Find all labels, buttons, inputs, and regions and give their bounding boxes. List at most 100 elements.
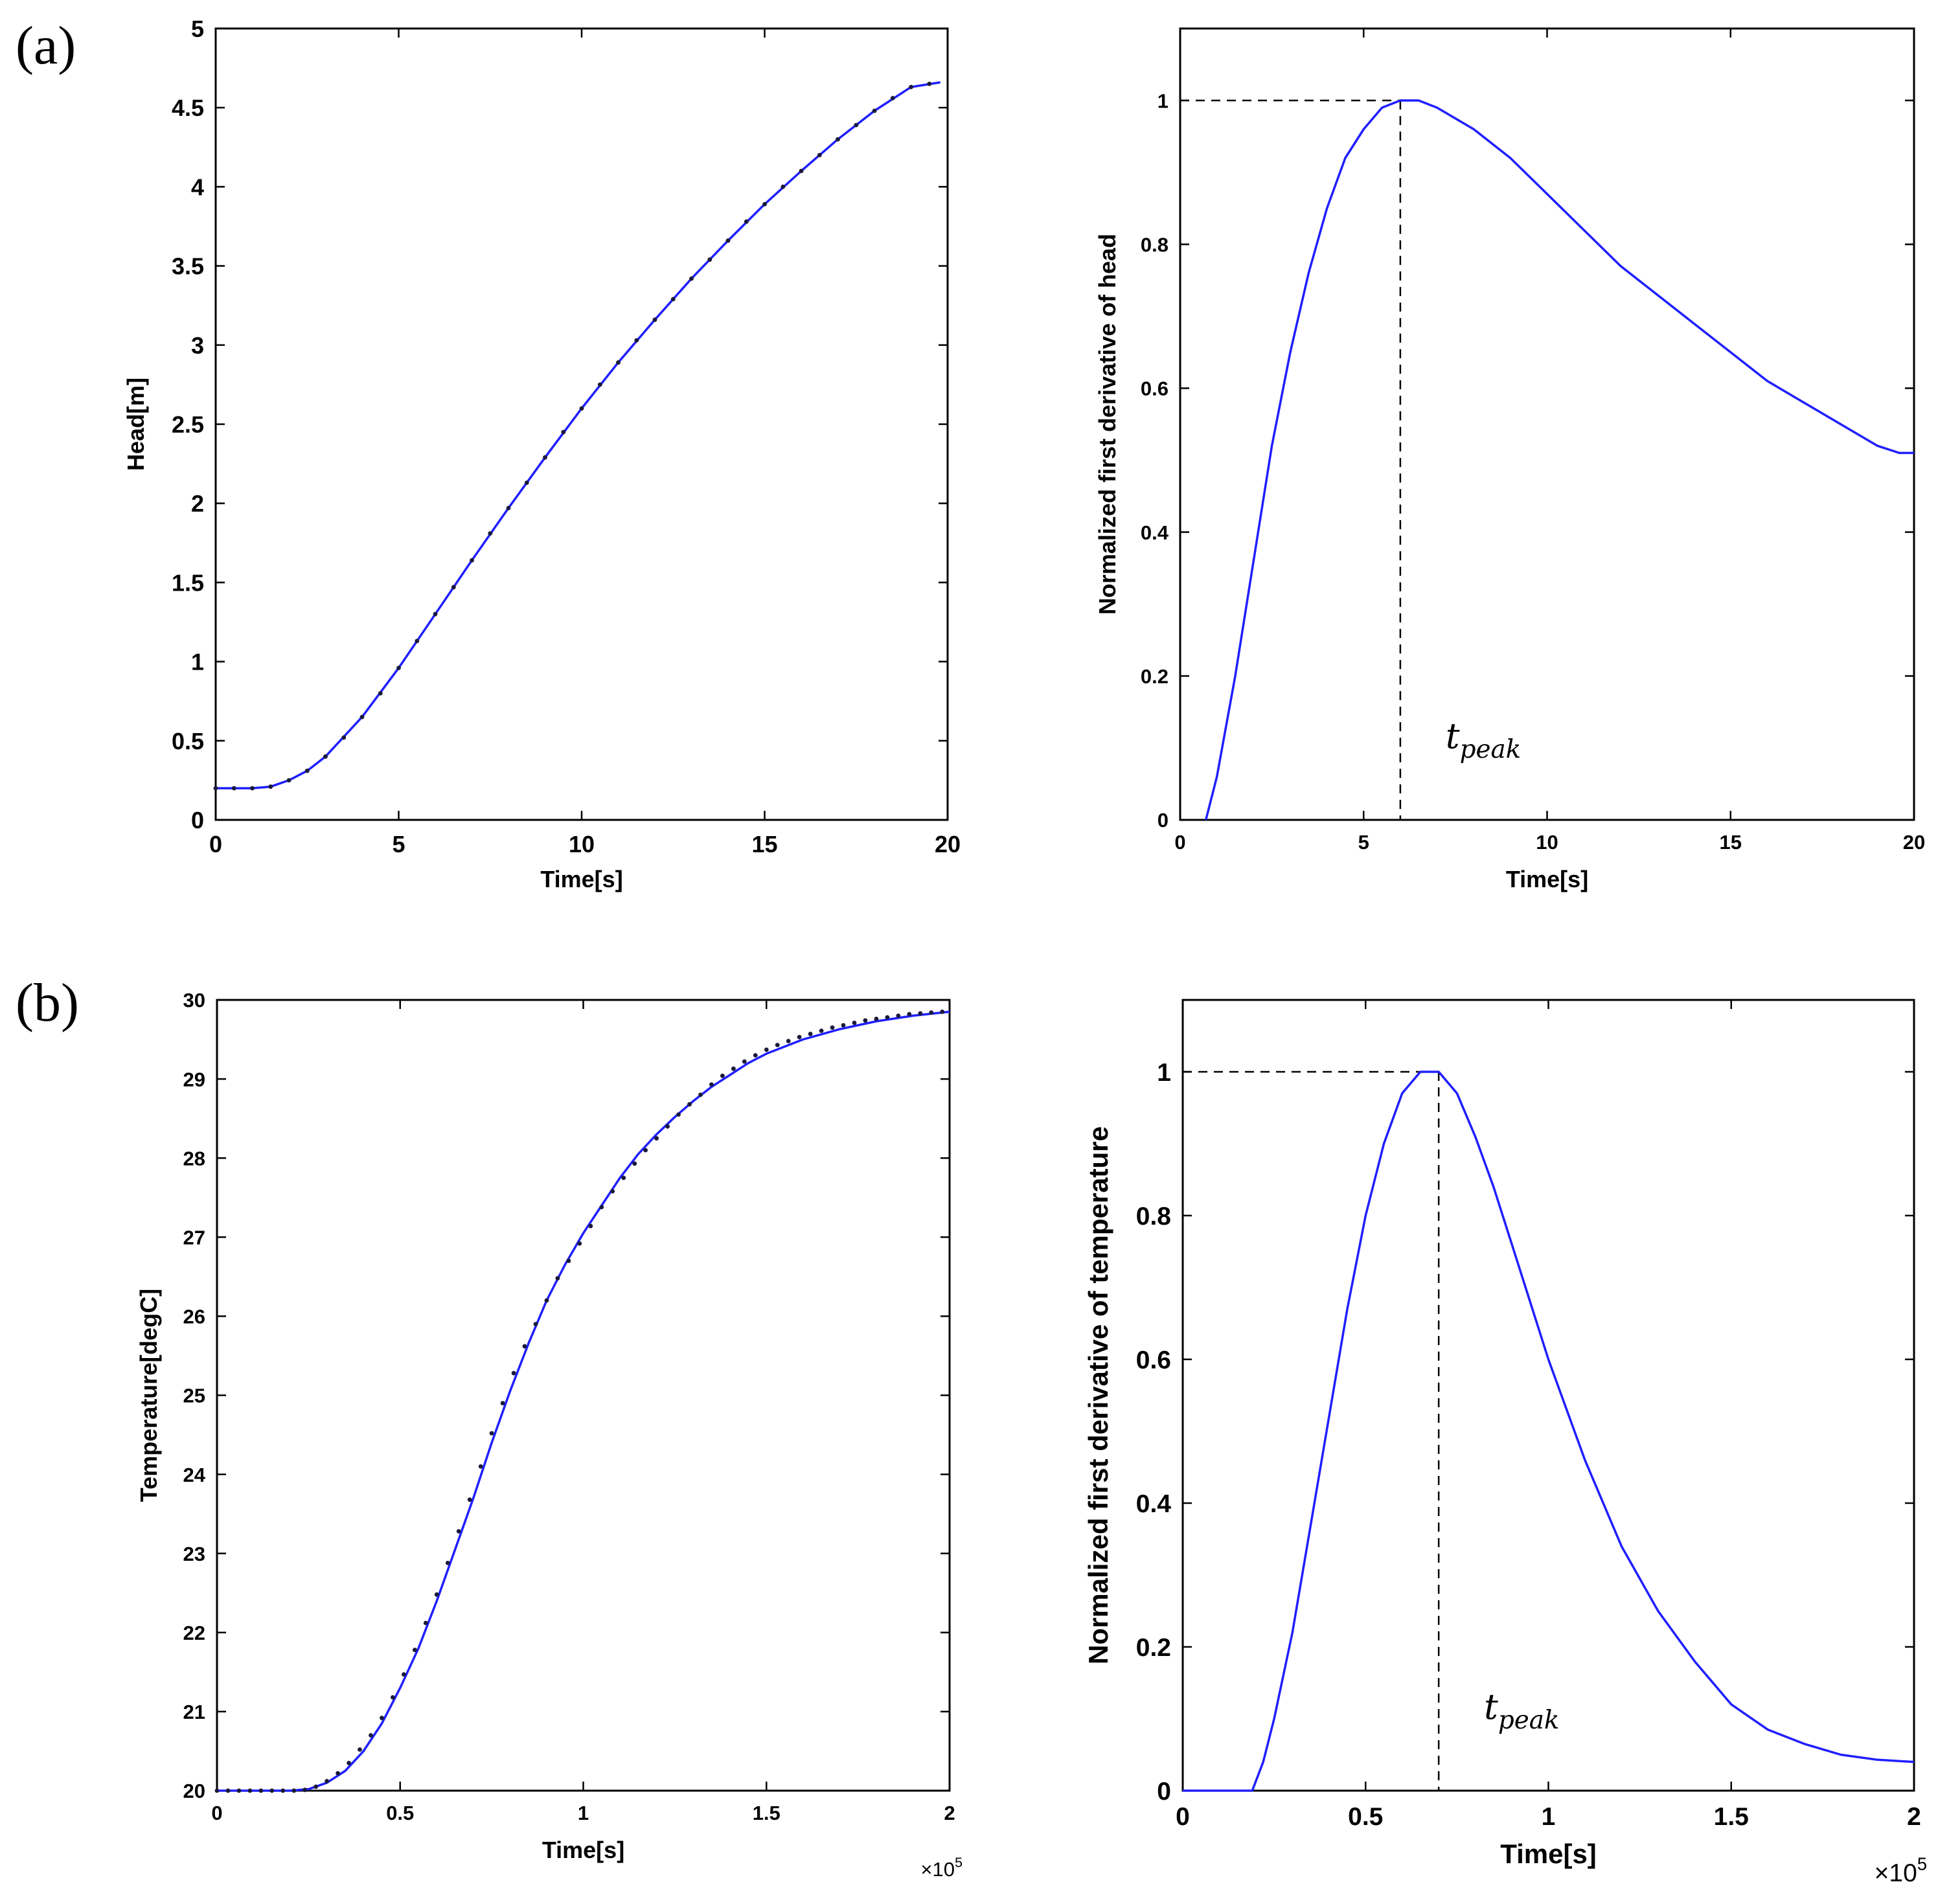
- data-point: [709, 1082, 714, 1087]
- y-tick-label: 1: [191, 649, 204, 675]
- data-point: [579, 406, 584, 411]
- x-axis-title: Time[s]: [1500, 1839, 1597, 1869]
- y-tick-label: 5: [191, 16, 204, 42]
- y-tick-label: 22: [183, 1622, 205, 1644]
- plot-frame: [214, 27, 949, 821]
- y-tick-label: 0.5: [172, 728, 204, 754]
- y-axis-title: Temperature[degC]: [135, 1289, 162, 1502]
- data-point: [854, 122, 859, 128]
- series-line-model: [216, 81, 940, 789]
- y-tick-label: 26: [183, 1306, 205, 1328]
- data-point: [599, 1205, 604, 1210]
- x-tick-label: 1.5: [753, 1802, 781, 1824]
- y-tick-label: 0.6: [1141, 378, 1168, 400]
- data-point: [652, 317, 657, 323]
- y-tick-label: 21: [183, 1701, 205, 1723]
- data-point: [907, 1012, 912, 1017]
- data-point: [268, 784, 273, 789]
- data-point: [336, 1771, 340, 1776]
- x-tick-label: 1: [1542, 1803, 1556, 1831]
- y-tick-label: 1: [1157, 1059, 1171, 1087]
- x-axis-title: Time[s]: [1506, 866, 1588, 892]
- x-exponent-label: ×105: [1875, 1853, 1927, 1887]
- data-point: [467, 1497, 472, 1502]
- data-point: [670, 297, 676, 302]
- x-tick-label: 5: [392, 831, 405, 857]
- y-tick-label: 0.2: [1141, 665, 1168, 688]
- data-point: [929, 1010, 934, 1015]
- y-axis-title: Head[m]: [122, 378, 149, 471]
- data-point: [488, 531, 493, 536]
- data-point: [753, 1053, 758, 1058]
- x-tick-label: 1.5: [1714, 1803, 1749, 1831]
- data-point: [511, 1370, 516, 1376]
- chart-a-left: 0 5 10 15 20 0 0.5 1 1.5 2 2.5 3 3.5 4 4.5 5 Time[s] Head…: [122, 16, 961, 892]
- y-tick-label: 0.2: [1136, 1634, 1171, 1662]
- data-point: [323, 754, 328, 759]
- data-point: [378, 691, 383, 696]
- data-point: [830, 1025, 835, 1030]
- y-tick-label: 0.6: [1136, 1346, 1171, 1374]
- y-tick-label: 0.4: [1141, 521, 1169, 544]
- data-point: [314, 1784, 319, 1789]
- series-line-derivative: [1205, 99, 1914, 821]
- y-tick-label: 0.8: [1136, 1203, 1171, 1230]
- data-point: [643, 1148, 648, 1153]
- data-point: [325, 1778, 329, 1784]
- panel-label-a: (a): [16, 16, 76, 76]
- data-point: [451, 585, 456, 590]
- x-axis-title: Time[s]: [542, 1837, 624, 1863]
- series-line-model: [217, 1010, 950, 1792]
- x-tick-label: 10: [569, 831, 595, 857]
- data-point: [775, 1043, 780, 1047]
- data-point: [610, 1189, 615, 1194]
- data-point: [725, 238, 731, 243]
- x-tick-label: 2: [1907, 1803, 1921, 1831]
- x-tick-label: 15: [751, 831, 777, 857]
- y-tick-label: 30: [183, 989, 205, 1012]
- x-exponent-label: ×105: [920, 1854, 963, 1881]
- data-point: [500, 1401, 505, 1406]
- data-point: [413, 1648, 417, 1653]
- data-point: [489, 1431, 494, 1436]
- data-point: [676, 1112, 681, 1117]
- data-point: [872, 108, 877, 113]
- x-tick-label: 20: [1903, 831, 1925, 854]
- data-point: [291, 1788, 297, 1793]
- data-point: [433, 611, 438, 617]
- data-point: [799, 168, 804, 174]
- y-tick-label: 1.5: [172, 569, 204, 596]
- data-point: [890, 96, 895, 100]
- y-axis-title: Normalized first derivative of temperatu…: [1083, 1126, 1113, 1664]
- y-tick-label: 1: [1157, 89, 1168, 112]
- data-point: [391, 1695, 395, 1700]
- y-tick-label: 0: [1157, 809, 1168, 832]
- y-tick-label: 20: [183, 1780, 205, 1802]
- data-point: [885, 1015, 890, 1020]
- data-point: [731, 1066, 736, 1071]
- x-tick-label: 0.5: [1348, 1803, 1383, 1831]
- x-tick-label: 0: [1176, 1803, 1190, 1831]
- y-tick-label: 0: [191, 807, 204, 833]
- y-tick-label: 24: [183, 1464, 206, 1486]
- data-point: [561, 429, 566, 435]
- x-tick-label: 20: [935, 831, 961, 857]
- data-point: [940, 1009, 945, 1014]
- tpeak-annotation: tpeak: [1484, 1686, 1559, 1735]
- data-point: [762, 201, 767, 207]
- x-tick-label: 5: [1358, 831, 1369, 854]
- data-point: [698, 1093, 703, 1097]
- data-point: [543, 455, 547, 460]
- y-tick-label: 3.5: [172, 253, 204, 280]
- data-point: [588, 1223, 593, 1229]
- y-tick-label: 2.5: [172, 411, 204, 438]
- data-point: [341, 735, 347, 740]
- data-point: [742, 1059, 747, 1064]
- data-point: [304, 768, 310, 773]
- data-point: [214, 1788, 220, 1793]
- x-axis-title: Time[s]: [540, 866, 622, 892]
- y-tick-label: 0: [1157, 1778, 1171, 1806]
- data-point: [632, 1161, 637, 1166]
- data-point: [478, 1464, 483, 1469]
